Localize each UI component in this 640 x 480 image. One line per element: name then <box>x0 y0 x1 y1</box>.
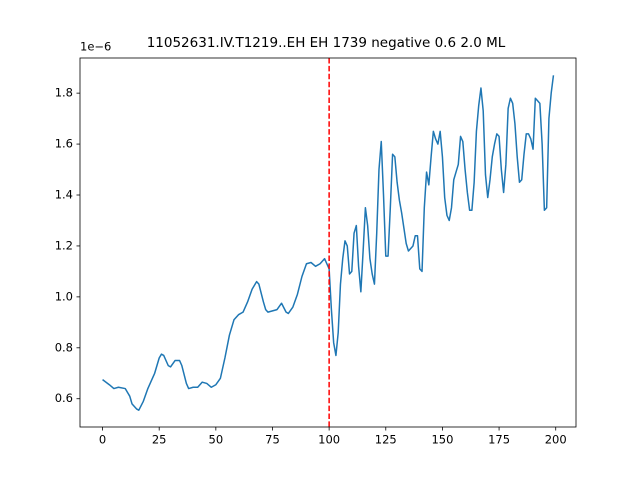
x-tick-label: 25 <box>152 433 167 447</box>
x-tick-label: 75 <box>265 433 280 447</box>
y-tick-label: 1.6 <box>55 137 73 151</box>
y-tick-label: 1.2 <box>55 238 73 252</box>
y-tick-label: 0.6 <box>55 391 73 405</box>
chart-title: 11052631.IV.T1219..EH EH 1739 negative 0… <box>147 35 506 51</box>
y-tick-label: 0.8 <box>55 340 73 354</box>
x-tick-label: 50 <box>209 433 224 447</box>
x-tick-label: 175 <box>488 433 510 447</box>
x-tick-label: 100 <box>318 433 340 447</box>
x-tick-label: 150 <box>431 433 453 447</box>
y-tick-label: 1.0 <box>55 289 73 303</box>
y-tick-label: 1.8 <box>55 86 73 100</box>
y-tick-label: 1.4 <box>55 188 73 202</box>
x-tick-label: 200 <box>545 433 567 447</box>
data-line <box>102 75 555 411</box>
plot-frame <box>79 57 577 428</box>
y-offset-label: 1e−6 <box>80 40 111 54</box>
x-tick-label: 125 <box>375 433 397 447</box>
x-tick-label: 0 <box>99 433 106 447</box>
